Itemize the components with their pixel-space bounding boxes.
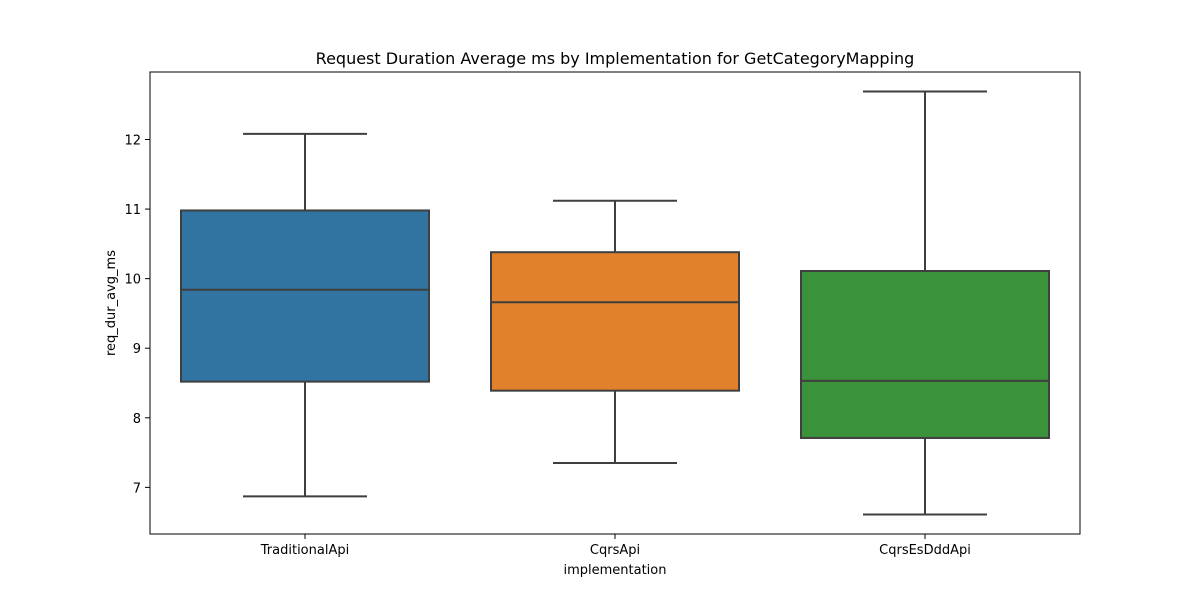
y-tick-label: 12	[124, 133, 141, 148]
x-axis-label: implementation	[563, 563, 666, 578]
box-group-TraditionalApi	[180, 132, 430, 498]
iqr-box	[180, 209, 430, 383]
y-tick-label: 8	[133, 412, 141, 427]
boxes-layer	[180, 90, 1050, 516]
box-group-CqrsEsDddApi	[800, 90, 1050, 516]
iqr-box	[490, 251, 740, 392]
chart-title: Request Duration Average ms by Implement…	[316, 49, 915, 68]
x-tick-label: CqrsEsDddApi	[879, 543, 971, 558]
x-axis: TraditionalApi CqrsApi CqrsEsDddApi	[260, 534, 971, 558]
x-tick-label: CqrsApi	[590, 543, 640, 558]
y-tick-label: 10	[124, 273, 141, 288]
y-axis-label: req_dur_avg_ms	[104, 250, 119, 356]
y-tick-label: 7	[133, 481, 141, 496]
x-tick-label: TraditionalApi	[260, 543, 349, 558]
y-tick-label: 11	[124, 203, 141, 218]
iqr-box	[800, 269, 1050, 439]
y-axis: 7 8 9 10 11 12	[124, 133, 150, 496]
y-tick-label: 9	[133, 342, 141, 357]
box-group-CqrsApi	[490, 199, 740, 465]
